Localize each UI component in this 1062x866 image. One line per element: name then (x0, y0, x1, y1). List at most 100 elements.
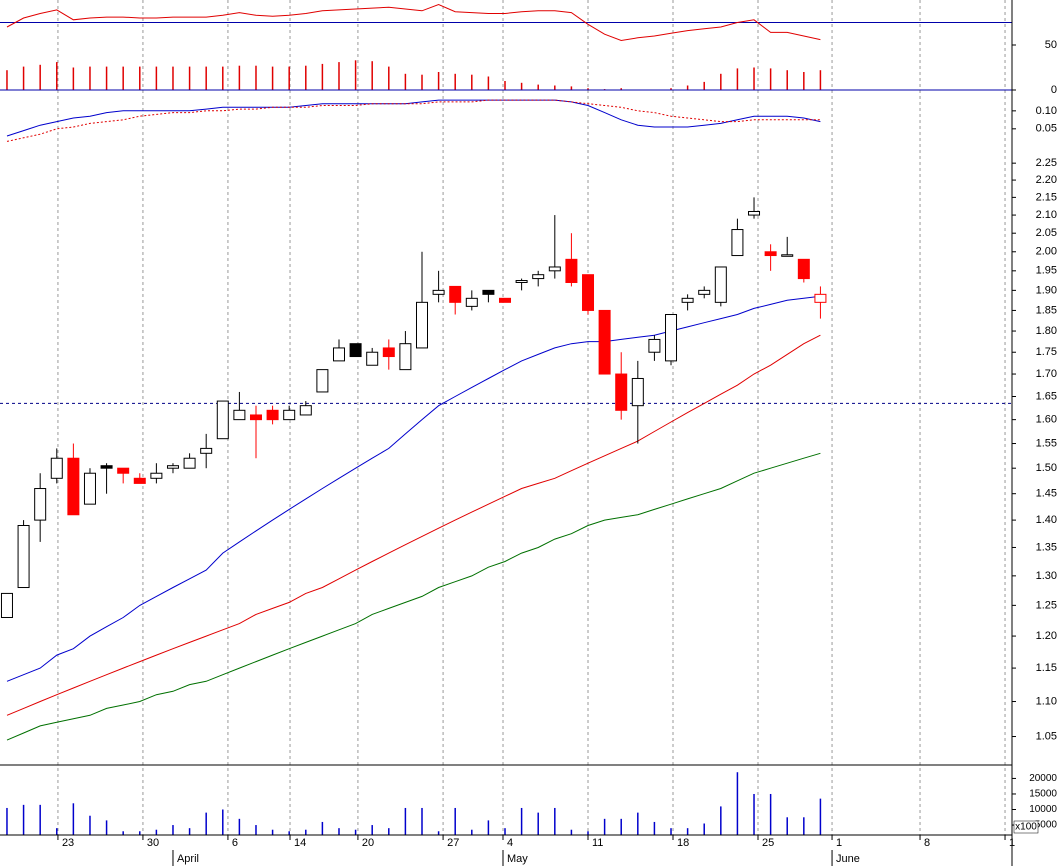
candle-body (0, 592, 13, 618)
candle-body (615, 373, 628, 411)
y-tick-label: 1.50 (1036, 462, 1057, 474)
candle-body (233, 409, 246, 421)
y-tick-label: 1.45 (1036, 488, 1057, 500)
y-tick-label: 10000 (1029, 804, 1057, 815)
candle-body (34, 488, 47, 521)
x-tick-label: 20 (362, 837, 374, 849)
candle-body (764, 251, 777, 257)
y-tick-label: 2.10 (1036, 209, 1057, 221)
y-tick-label: 1.15 (1036, 662, 1057, 674)
y-tick-label: 1.25 (1036, 599, 1057, 611)
y-tick-label: 2.05 (1036, 227, 1057, 239)
candle-body (698, 289, 711, 295)
x-tick-label: 23 (62, 837, 74, 849)
candle-body (814, 293, 827, 303)
candle-body (166, 465, 179, 469)
candle-body (714, 266, 727, 303)
candle-body (449, 285, 462, 303)
candle-body (349, 343, 362, 358)
candle-body (731, 229, 744, 257)
candle-body (100, 465, 113, 469)
candle-body (150, 472, 163, 479)
candle-body (565, 258, 578, 283)
month-label: June (836, 853, 860, 865)
y-tick-label: 1.10 (1036, 695, 1057, 707)
y-tick-label: 0 (1051, 84, 1057, 96)
candle-body (266, 409, 279, 421)
indicator-line (6, 99, 821, 137)
candle-body (200, 447, 213, 454)
x-tick-label: 25 (762, 837, 774, 849)
indicator-line (6, 3, 821, 42)
x-tick-label: 1 (836, 837, 842, 849)
candle-body (548, 266, 561, 272)
moving-average (6, 334, 821, 716)
candle-body (67, 457, 80, 516)
candle-body (50, 457, 63, 479)
candle-body (117, 467, 130, 474)
moving-average (6, 452, 821, 741)
moving-average (6, 295, 821, 682)
y-tick-label: 1.75 (1036, 346, 1057, 358)
y-tick-label: 2.00 (1036, 246, 1057, 258)
candle-body (415, 301, 428, 349)
y-tick-label: 1.05 (1036, 730, 1057, 742)
candle-body (316, 369, 329, 393)
x-tick-label: 18 (677, 837, 689, 849)
candle-body (299, 405, 312, 416)
candle-body (332, 347, 345, 362)
candle-body (17, 524, 30, 589)
y-tick-label: 5000 (1035, 820, 1058, 831)
y-tick-label: 0.10 (1036, 105, 1057, 117)
y-tick-label: 1.55 (1036, 437, 1057, 449)
y-tick-label: 1.35 (1036, 541, 1057, 553)
candle-body (515, 280, 528, 283)
x-tick-label: 11 (592, 837, 603, 849)
month-label: May (507, 853, 528, 865)
candle-body (499, 297, 512, 303)
x-tick-label: 27 (447, 837, 459, 849)
candle-body (532, 274, 545, 280)
candle-body (366, 351, 379, 366)
y-tick-label: 2.20 (1036, 174, 1057, 186)
candle-body (83, 472, 96, 505)
candle-body (382, 347, 395, 358)
x-tick-label: 14 (294, 837, 306, 849)
x-tick-label: 30 (147, 837, 159, 849)
candle-body (648, 338, 661, 353)
candle-body (216, 400, 229, 440)
y-tick-label: 1.30 (1036, 570, 1057, 582)
y-tick-label: 1.60 (1036, 414, 1057, 426)
y-tick-label: 1.40 (1036, 514, 1057, 526)
candle-body (133, 477, 146, 484)
x-tick-label: 8 (924, 837, 930, 849)
y-tick-label: 20000 (1029, 773, 1057, 784)
month-label: April (177, 853, 199, 865)
candle-body (681, 297, 694, 303)
unit-box (1013, 820, 1039, 834)
candle-body (781, 254, 794, 257)
y-tick-label: 1.85 (1036, 304, 1057, 316)
x-tick-label: 6 (232, 837, 238, 849)
candle-body (183, 457, 196, 469)
y-tick-label: 1.95 (1036, 265, 1057, 277)
candle-body (582, 274, 595, 311)
candle-body (283, 409, 296, 421)
y-tick-label: 15000 (1029, 789, 1057, 800)
candle-body (665, 314, 678, 362)
candle-body (432, 289, 445, 295)
unit-label: x100 (1015, 822, 1037, 833)
candle-body (631, 377, 644, 407)
y-tick-label: 0.05 (1036, 123, 1057, 135)
y-tick-label: 1.20 (1036, 630, 1057, 642)
candle-body (598, 309, 611, 375)
candle-body (249, 414, 262, 421)
x-tick-label: 4 (507, 837, 513, 849)
y-tick-label: 2.25 (1036, 157, 1057, 169)
candle-body (482, 289, 495, 295)
y-tick-label: 1.70 (1036, 368, 1057, 380)
indicator-line (6, 99, 821, 142)
candle-body (399, 343, 412, 371)
